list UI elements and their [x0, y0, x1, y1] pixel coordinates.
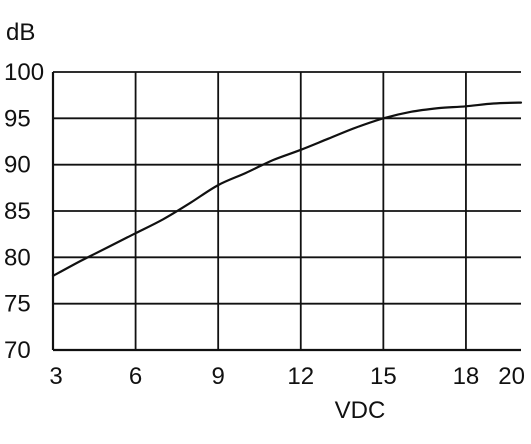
x-tick-label: 6 — [129, 363, 142, 390]
y-tick-label: 85 — [4, 198, 31, 225]
y-tick-label: 75 — [4, 291, 31, 318]
grid — [51, 71, 521, 352]
x-axis-label: VDC — [335, 397, 386, 424]
y-axis-label: dB — [6, 19, 35, 46]
y-tick-label: 80 — [4, 244, 31, 271]
x-tick-label: 20 — [498, 363, 525, 390]
tick-labels: 70 75 80 85 90 95 100 3 6 9 12 15 18 20 — [4, 59, 525, 390]
x-tick-label: 12 — [287, 363, 314, 390]
x-tick-label: 15 — [370, 363, 397, 390]
x-tick-label: 18 — [453, 363, 480, 390]
y-tick-label: 95 — [4, 105, 31, 132]
x-tick-label: 9 — [211, 363, 224, 390]
x-tick-label: 3 — [49, 363, 62, 390]
plot-area — [51, 101, 523, 277]
y-tick-label: 100 — [4, 59, 44, 86]
y-tick-label: 70 — [4, 337, 31, 364]
series-line — [51, 101, 523, 277]
y-tick-label: 90 — [4, 152, 31, 179]
